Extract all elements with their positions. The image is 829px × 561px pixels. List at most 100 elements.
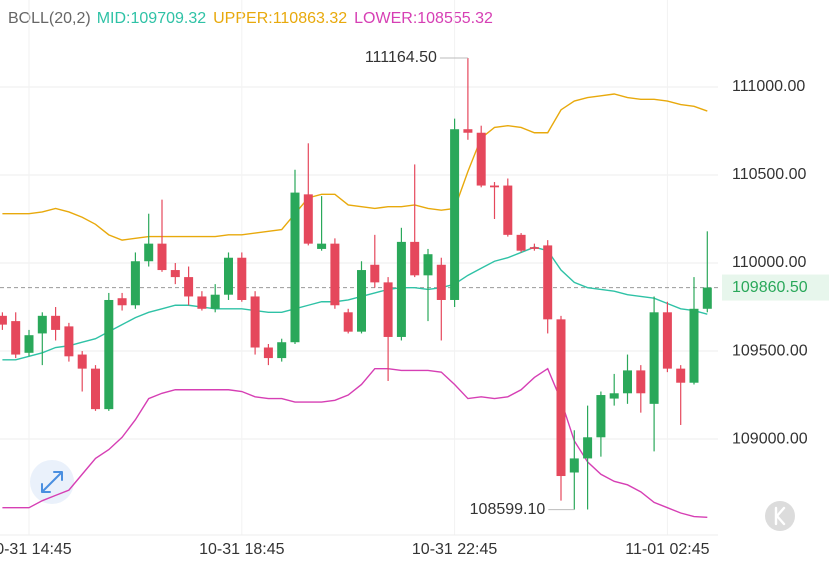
candle <box>117 292 127 311</box>
candle-body <box>423 254 433 276</box>
candle-body <box>303 194 313 244</box>
y-tick-label: 110000.00 <box>732 254 807 271</box>
candle <box>224 252 233 300</box>
candle-body <box>197 296 207 309</box>
candle-body <box>330 243 340 306</box>
candle <box>303 143 313 246</box>
indicator-line <box>2 246 708 361</box>
candle-body <box>676 368 686 383</box>
candle-body <box>410 241 420 276</box>
candle <box>596 391 606 457</box>
candle-body <box>490 185 499 188</box>
candle <box>702 231 712 313</box>
candle-body <box>210 294 220 309</box>
candle-body <box>556 319 566 477</box>
candle-body <box>662 312 672 369</box>
candle <box>463 58 473 140</box>
candle <box>396 227 406 341</box>
candle-body <box>11 321 21 355</box>
candle-body <box>476 132 486 186</box>
candle-body <box>609 393 619 399</box>
candle-body <box>317 243 327 249</box>
candle <box>37 312 47 366</box>
candle <box>330 238 340 309</box>
candle <box>343 308 353 334</box>
candle-body <box>383 282 393 337</box>
candle-body <box>250 296 260 348</box>
candle-body <box>623 370 632 394</box>
candle-body <box>583 437 593 459</box>
candle-body <box>263 347 273 359</box>
candle-body <box>77 354 87 369</box>
legend-entry: LOWER:108555.32 <box>354 10 493 27</box>
last-price-label: 109860.50 <box>732 279 808 296</box>
candle <box>237 252 247 302</box>
candle <box>0 312 7 330</box>
candle-body <box>37 315 47 334</box>
candle-body <box>51 315 61 330</box>
candle-body <box>343 312 353 332</box>
candle <box>383 277 393 381</box>
candle <box>370 234 380 288</box>
indicator-line <box>2 367 708 519</box>
candle <box>357 261 366 334</box>
candle-body <box>224 257 233 295</box>
candle <box>317 196 327 251</box>
candle-body <box>290 192 300 343</box>
candle <box>649 296 659 452</box>
candle-body <box>277 342 287 359</box>
candle <box>263 343 273 366</box>
candle-body <box>450 129 460 300</box>
candle <box>130 252 140 309</box>
candle <box>609 373 619 406</box>
candle-body <box>636 370 646 394</box>
candle <box>11 312 21 359</box>
x-tick-label: 10-31 18:45 <box>199 541 285 558</box>
candle-body <box>370 264 380 283</box>
candle-body <box>649 312 659 404</box>
y-tick-label: 110500.00 <box>732 166 807 183</box>
x-tick-label: 11-01 02:45 <box>625 541 709 558</box>
candle-body <box>596 395 606 438</box>
candle <box>583 405 593 510</box>
candle <box>423 248 433 322</box>
candle-body <box>0 315 7 325</box>
candle <box>476 125 486 188</box>
legend-entry: UPPER:110863.32 <box>213 10 347 27</box>
candle <box>24 329 34 357</box>
candle-body <box>64 326 74 357</box>
candle-body <box>130 261 140 306</box>
collapse-button[interactable] <box>765 501 795 531</box>
candle-body <box>689 308 699 383</box>
candle <box>277 338 287 362</box>
candle <box>436 257 446 341</box>
candle <box>689 277 699 385</box>
candle-body <box>436 264 446 300</box>
y-tick-label: 109500.00 <box>732 342 808 359</box>
candle <box>144 213 154 267</box>
candle <box>662 301 672 373</box>
candle-body <box>157 243 167 271</box>
indicator-line <box>2 93 708 241</box>
candle <box>450 118 460 308</box>
candle <box>516 233 526 253</box>
legend-entry: MID:109709.32 <box>97 10 207 27</box>
candle <box>556 315 566 501</box>
candle-body <box>529 247 539 249</box>
candle-body <box>24 335 34 353</box>
candle-body <box>569 458 579 473</box>
candle <box>104 292 114 411</box>
x-tick-label: 10-31 22:45 <box>412 541 498 558</box>
candle <box>157 199 167 272</box>
candle-body <box>104 299 114 410</box>
low-marker-label: 108599.10 <box>470 501 546 518</box>
candle <box>543 240 553 334</box>
candle-body <box>463 129 473 133</box>
candle-body <box>702 287 712 309</box>
candle <box>410 164 420 278</box>
candle <box>184 266 194 306</box>
candle <box>490 182 499 219</box>
candle-body <box>144 243 154 262</box>
